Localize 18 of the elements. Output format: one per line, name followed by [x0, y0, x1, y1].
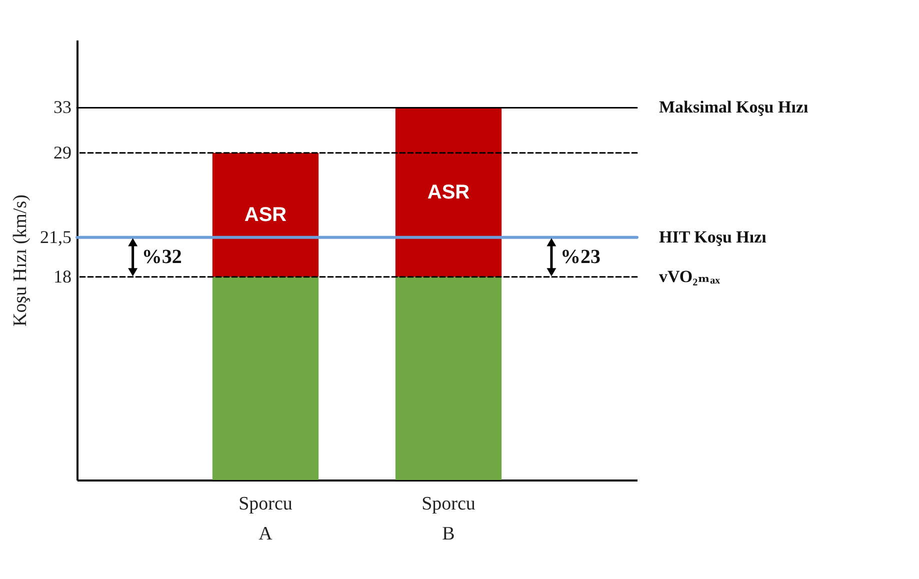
bar: [212, 152, 319, 277]
x-tick-label: Sporcu B: [422, 494, 476, 544]
y-tick-label: 18: [54, 266, 72, 286]
ref-line-label: HIT Koşu Hızı: [659, 227, 767, 246]
y-axis-title: Koşu Hızı (km/s): [10, 194, 31, 326]
ref-line-label: Maksimal Koşu Hızı: [659, 98, 809, 117]
x-tick-label: Sporcu A: [238, 494, 293, 544]
annotation: %23: [560, 246, 600, 268]
bar: [212, 276, 319, 480]
annotation: ASR: [244, 204, 288, 226]
annotation: %32: [142, 246, 182, 268]
y-tick-label: 29: [54, 142, 72, 162]
ref-line-label: vVO₂ₘₐₓ: [659, 266, 720, 286]
bar: [395, 108, 502, 277]
bar: [395, 276, 502, 480]
y-tick-label: 33: [54, 97, 72, 118]
annotation: ASR: [427, 181, 470, 204]
y-tick-label: 21,5: [40, 226, 72, 247]
